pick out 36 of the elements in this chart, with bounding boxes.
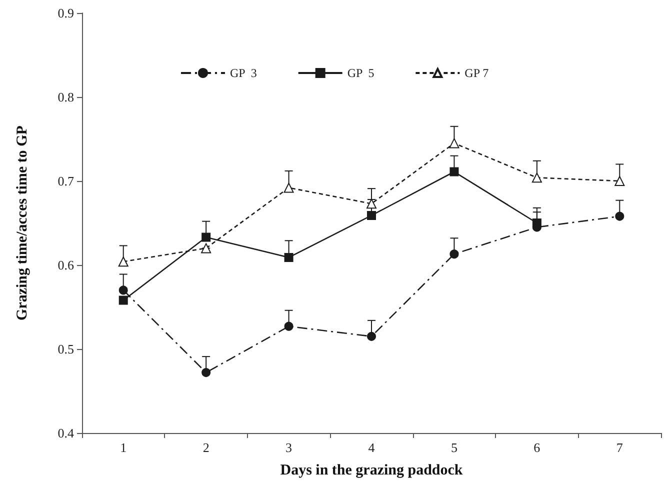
point bbox=[450, 167, 459, 176]
point bbox=[118, 256, 128, 267]
point bbox=[532, 172, 542, 183]
x-tick-label: 3 bbox=[286, 440, 292, 455]
y-axis-title: Grazing time/acces time to GP bbox=[14, 126, 30, 320]
y-tick-label: 0.5 bbox=[58, 342, 74, 356]
x-tick-label: 6 bbox=[534, 440, 541, 455]
point bbox=[615, 212, 624, 221]
x-tick-label: 4 bbox=[368, 440, 376, 455]
legend-label: GP 3 bbox=[230, 66, 257, 80]
point bbox=[284, 322, 294, 331]
point bbox=[284, 252, 294, 262]
x-tick-label: 5 bbox=[450, 440, 458, 455]
point bbox=[450, 250, 459, 259]
x-tick-label: 2 bbox=[202, 440, 210, 455]
y-tick-label: 0.8 bbox=[58, 90, 74, 104]
legend-label: GP 7 bbox=[464, 66, 489, 80]
y-tick-label: 0.6 bbox=[58, 258, 74, 272]
x-tick-label: 1 bbox=[120, 440, 127, 455]
point bbox=[367, 210, 376, 220]
point bbox=[284, 182, 294, 193]
y-tick-label: 0.7 bbox=[58, 174, 74, 188]
point bbox=[202, 368, 211, 378]
y-tick-label: 0.4 bbox=[58, 426, 74, 440]
point bbox=[614, 176, 625, 186]
x-tick-label: 7 bbox=[616, 440, 624, 455]
point bbox=[449, 138, 460, 148]
y-tick-label: 0.9 bbox=[58, 6, 74, 20]
point bbox=[118, 296, 128, 305]
point bbox=[366, 198, 376, 209]
legend-label: GP 5 bbox=[347, 66, 374, 80]
point bbox=[118, 286, 128, 295]
point bbox=[202, 232, 211, 242]
point bbox=[201, 243, 212, 254]
point bbox=[367, 332, 376, 341]
x-axis-title: Days in the grazing paddock bbox=[280, 462, 464, 478]
